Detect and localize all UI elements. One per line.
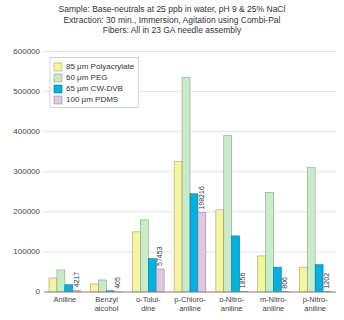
bar [307, 168, 315, 292]
legend: 85 μm Polyacrylate 60 μm PEG 65 μm CW-DVB 1… [50, 58, 138, 108]
bar [224, 136, 232, 292]
y-tick-label: 0 [36, 287, 41, 296]
y-tick-label: 600000 [13, 47, 40, 56]
chart: Sample: Base-neutrals at 25 ppb in water… [0, 0, 344, 320]
bar [232, 236, 240, 292]
x-tick-label: p-Nitro-aniline [303, 295, 329, 313]
bars [49, 78, 331, 292]
bar [140, 220, 148, 292]
bar [182, 78, 190, 292]
data-label: 57453 [156, 246, 163, 266]
grid [44, 52, 336, 293]
grid-line [44, 51, 336, 52]
bar [174, 162, 182, 292]
bar [190, 194, 198, 292]
bar [266, 193, 274, 292]
y-tick-label: 200000 [13, 207, 40, 216]
bar [273, 267, 281, 292]
bar [132, 232, 140, 292]
y-axis: 0 100000 200000 300000 400000 500000 600000 [13, 47, 40, 297]
bar [258, 256, 266, 292]
legend-label: 65 μm CW-DVB [66, 84, 123, 93]
data-label: 198216 [198, 186, 205, 209]
bar [49, 278, 57, 292]
legend-swatch [54, 96, 62, 104]
data-label: 1856 [239, 273, 246, 289]
data-labels: 4217 405 57453 198216 1856 806 1202 [73, 186, 330, 289]
legend-swatch [54, 85, 62, 93]
x-axis: Aniline Benzylalcohol o-Tolui-dine p-Chloro… [54, 295, 329, 313]
x-tick-label: o-Tolui-dine [136, 295, 161, 313]
x-axis-line [44, 292, 336, 293]
data-label: 806 [281, 277, 288, 289]
bar [99, 280, 107, 292]
bar [156, 269, 164, 292]
x-tick-label: Benzylalcohol [95, 295, 119, 313]
legend-frame [50, 58, 138, 108]
legend-label: 60 μm PEG [66, 73, 108, 82]
x-tick-label: Aniline [54, 295, 77, 304]
x-tick-label: p-Chloro-aniline [174, 295, 206, 313]
bar [216, 210, 224, 292]
x-tick-label: o-Nitro-aniline [219, 295, 245, 313]
bar [198, 213, 206, 292]
legend-label: 85 μm Polyacrylate [66, 62, 135, 71]
y-tick-label: 400000 [13, 127, 40, 136]
x-tick-label: m-Nitro-aniline [260, 295, 288, 313]
legend-swatch [54, 74, 62, 82]
bar [148, 259, 156, 292]
bar [91, 284, 99, 292]
y-tick-label: 100000 [13, 247, 40, 256]
legend-swatch [54, 63, 62, 71]
bar [299, 267, 307, 292]
legend-label: 100 μm PDMS [66, 95, 118, 104]
bar [57, 270, 65, 292]
y-tick-label: 300000 [13, 167, 40, 176]
grid-line [44, 292, 336, 293]
y-tick-label: 500000 [13, 87, 40, 96]
bar [315, 265, 323, 292]
data-label: 405 [114, 277, 121, 289]
data-label: 1202 [323, 273, 330, 289]
data-label: 4217 [73, 272, 80, 288]
title: Sample: Base-neutrals at 25 ppb in water… [59, 4, 286, 35]
